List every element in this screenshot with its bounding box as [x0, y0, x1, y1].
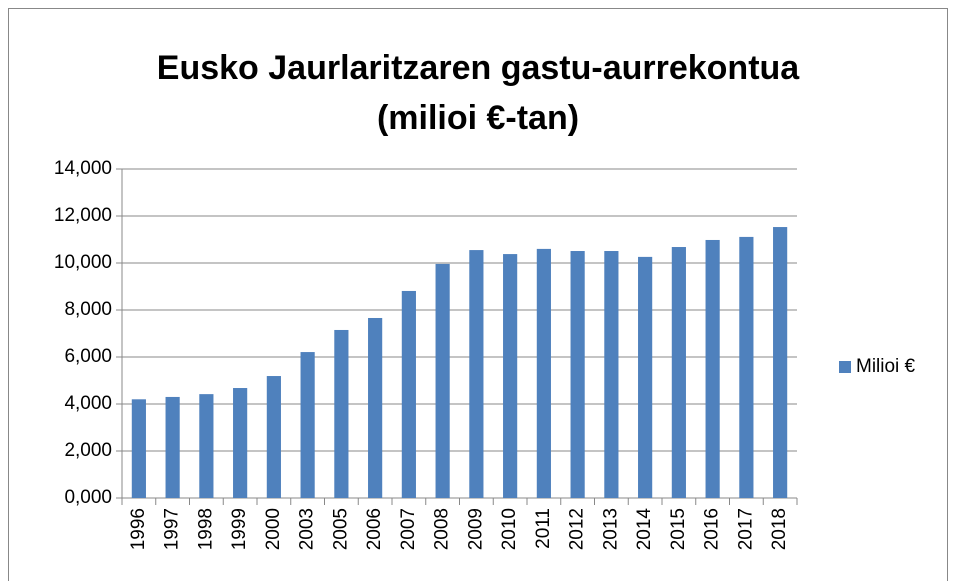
chart-title: (milioi €-tan): [377, 99, 579, 137]
x-tick-label: 2003: [297, 508, 318, 550]
bar: [671, 247, 686, 498]
bar: [503, 254, 518, 498]
x-tick-label: 2005: [330, 508, 351, 550]
y-tick-label: 4,000: [64, 393, 112, 414]
bar: [705, 239, 720, 498]
y-tick-label: 0,000: [64, 487, 112, 508]
bar: [165, 396, 180, 498]
y-tick-label: 2,000: [64, 440, 112, 461]
x-tick-label: 2013: [600, 508, 621, 550]
x-tick-label: 2000: [263, 508, 284, 550]
x-tick-label: 1996: [128, 508, 149, 550]
bar: [604, 251, 619, 498]
x-tick-label: 2014: [634, 508, 655, 551]
legend-label: Milioi €: [856, 356, 916, 377]
bar: [638, 256, 653, 498]
bar: [334, 329, 349, 498]
y-tick-label: 10,000: [54, 252, 112, 273]
x-tick-label: 1997: [162, 508, 183, 550]
bar: [131, 399, 146, 498]
x-tick-label: 2010: [499, 508, 520, 550]
x-tick-label: 2018: [769, 508, 790, 550]
x-tick-label: 2015: [668, 508, 689, 550]
bar: [233, 388, 248, 498]
bar: [469, 250, 484, 498]
x-tick-label: 2016: [702, 508, 723, 550]
chart-title: Eusko Jaurlaritzaren gastu-aurrekontua: [157, 49, 801, 87]
x-tick-label: 2006: [364, 508, 385, 550]
x-tick-label: 1998: [195, 508, 216, 550]
x-tick-label: 2017: [735, 508, 756, 550]
y-tick-label: 14,000: [54, 158, 112, 179]
bar: [536, 248, 551, 498]
x-tick-label: 2008: [432, 508, 453, 550]
x-tick-label: 2007: [398, 508, 419, 550]
y-tick-label: 12,000: [54, 205, 112, 226]
y-tick-label: 8,000: [64, 299, 112, 320]
x-tick-label: 2012: [567, 508, 588, 550]
bar: [401, 290, 416, 498]
x-tick-label: 1999: [229, 508, 250, 550]
legend-swatch: [839, 361, 851, 373]
bar: [300, 352, 315, 498]
bar: [739, 236, 754, 499]
bar: [773, 227, 788, 499]
bar: [570, 251, 585, 498]
y-tick-label: 6,000: [64, 346, 112, 367]
bar: [435, 263, 450, 498]
bar: [199, 394, 214, 498]
bar: [266, 376, 281, 498]
x-tick-label: 2011: [533, 508, 554, 549]
bar: [368, 317, 383, 498]
x-tick-label: 2009: [465, 508, 486, 550]
